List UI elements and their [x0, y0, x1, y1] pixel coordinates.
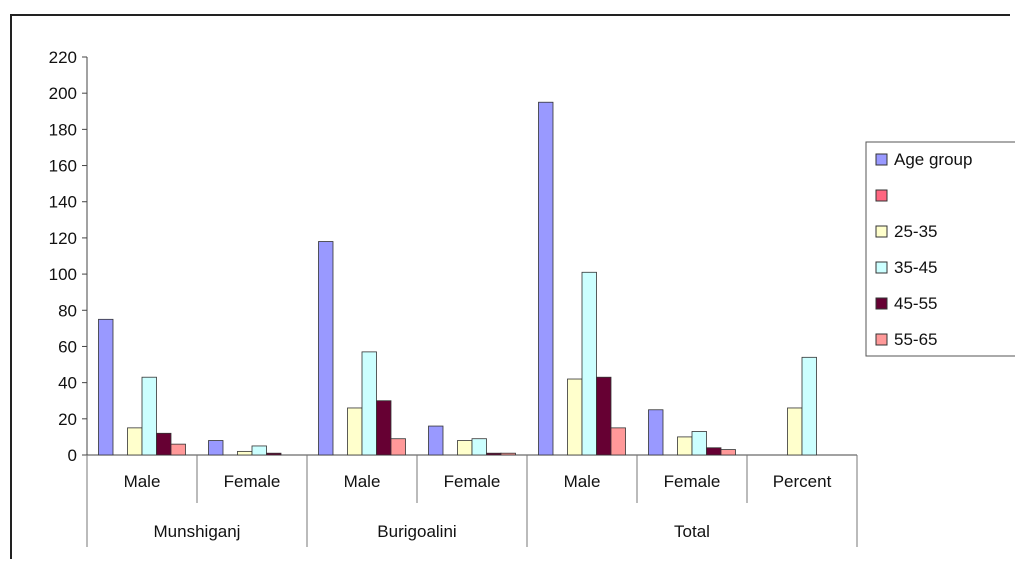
legend-label: 35-45	[894, 258, 937, 277]
group-label: Burigoalini	[377, 522, 456, 541]
x-tick-label: Female	[664, 472, 721, 491]
x-tick-label: Percent	[773, 472, 832, 491]
axes: 0 20 40 60 80 100 120 140 160 180 200 220	[49, 48, 857, 465]
bar	[538, 101, 554, 456]
bar	[706, 447, 722, 456]
y-tick-label: 180	[49, 120, 77, 139]
bar	[208, 440, 224, 456]
x-tick-label: Female	[224, 472, 281, 491]
legend-label: Age group	[894, 150, 972, 169]
bar	[677, 436, 693, 456]
group-label: Munshiganj	[154, 522, 241, 541]
bar	[170, 443, 186, 456]
bar	[457, 440, 473, 456]
y-tick-label: 40	[58, 374, 77, 393]
y-tick-label: 80	[58, 301, 77, 320]
bars	[98, 101, 817, 456]
bar	[720, 449, 736, 456]
y-tick-label: 140	[49, 193, 77, 212]
chart-frame	[10, 14, 1010, 559]
bar	[500, 452, 516, 456]
legend-label: 55-65	[894, 330, 937, 349]
legend: Age group 25-35 35-45 45-55 55-65	[865, 141, 1015, 357]
bar	[251, 445, 267, 456]
y-tick-label: 0	[68, 446, 77, 465]
x-tick-label: Male	[564, 472, 601, 491]
legend-swatch	[875, 261, 888, 274]
x-tick-label: Male	[124, 472, 161, 491]
y-tick-label: 160	[49, 157, 77, 176]
legend-swatch	[875, 189, 888, 202]
bar	[141, 376, 157, 456]
bar	[98, 318, 114, 456]
bar	[361, 351, 377, 456]
bar	[127, 427, 143, 456]
bar	[471, 438, 487, 456]
legend-swatch	[875, 153, 888, 166]
bar	[801, 356, 817, 456]
bar	[266, 452, 282, 456]
legend-box	[865, 141, 1015, 357]
bar	[376, 400, 392, 456]
x-tick-label: Male	[344, 472, 381, 491]
bar	[390, 438, 406, 456]
group-label: Total	[674, 522, 710, 541]
bar	[648, 409, 664, 456]
bar	[486, 452, 502, 456]
legend-swatch	[875, 333, 888, 346]
bar	[237, 450, 253, 456]
y-tick-label: 120	[49, 229, 77, 248]
bar	[787, 407, 803, 456]
x-tick-label: Female	[444, 472, 501, 491]
legend-swatch	[875, 225, 888, 238]
bar	[347, 407, 363, 456]
legend-swatch	[875, 297, 888, 310]
bar	[581, 271, 597, 456]
legend-label: 25-35	[894, 222, 937, 241]
bar	[596, 376, 612, 456]
bar	[610, 427, 626, 456]
y-tick-label: 20	[58, 410, 77, 429]
y-tick-label: 100	[49, 265, 77, 284]
bar	[567, 378, 583, 456]
y-tick-label: 220	[49, 48, 77, 67]
y-tick-label: 200	[49, 84, 77, 103]
bar	[428, 425, 444, 456]
bar	[156, 432, 172, 456]
bar	[691, 431, 707, 456]
y-tick-label: 60	[58, 337, 77, 356]
bar	[318, 241, 334, 456]
legend-label: 45-55	[894, 294, 937, 313]
category-labels: Male Female Male Female Male Female Percent Mun…	[86, 455, 858, 547]
